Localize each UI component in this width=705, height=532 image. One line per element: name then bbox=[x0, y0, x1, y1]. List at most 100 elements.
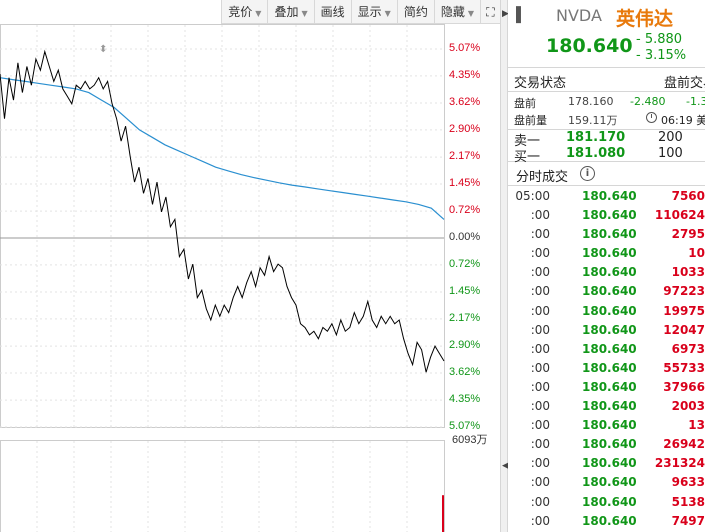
tick-row: :00 180.640 2795 bbox=[508, 227, 705, 246]
expand-left-icon[interactable]: ◀ bbox=[502, 460, 509, 470]
toolbar-button[interactable]: 简约 bbox=[396, 0, 434, 24]
pct-tick-label: 3.62% bbox=[449, 96, 481, 109]
tick-time: :00 bbox=[530, 246, 550, 261]
stock-code: NVDA bbox=[556, 6, 602, 25]
premarket-label: 盘前 bbox=[514, 97, 536, 110]
info-icon[interactable]: i bbox=[580, 166, 595, 181]
tick-volume: 7560 bbox=[671, 189, 705, 203]
tick-row: :00 180.640 7497 bbox=[508, 514, 705, 532]
average-price-line bbox=[0, 77, 445, 220]
pct-tick-label: 1.45% bbox=[449, 176, 481, 189]
tick-time: :00 bbox=[530, 475, 550, 490]
tick-row: :00 180.640 110624 bbox=[508, 208, 705, 227]
panel-divider[interactable]: ▶ ◀ bbox=[500, 0, 509, 532]
tick-volume: 55733 bbox=[663, 360, 705, 375]
tick-list[interactable]: 05:00 180.640 7560:00 180.640 110624:00 180.6… bbox=[508, 186, 705, 532]
ask-qty: 200 bbox=[658, 130, 683, 145]
toolbar-button-label: 叠加 bbox=[274, 5, 299, 19]
tick-price: 180.640 bbox=[582, 246, 637, 261]
tick-price: 180.640 bbox=[582, 475, 637, 490]
last-price: 180.640 bbox=[546, 35, 633, 57]
toolbar-button-label: 竞价 bbox=[228, 5, 253, 19]
toolbar-button[interactable]: 隐藏 ▼ bbox=[433, 0, 480, 24]
tick-time: :00 bbox=[530, 513, 550, 528]
tick-header: 分时成交 i bbox=[508, 162, 705, 186]
fullscreen-icon[interactable]: ⛶ bbox=[480, 0, 500, 24]
tick-time: :00 bbox=[530, 418, 550, 433]
tick-volume: 7497 bbox=[671, 513, 705, 528]
ask-price: 181.170 bbox=[566, 130, 626, 145]
pct-tick-label: 0.00% bbox=[449, 231, 481, 243]
pct-tick-label: 4.35% bbox=[449, 393, 481, 406]
tick-price: 180.640 bbox=[582, 379, 637, 394]
tick-time: :00 bbox=[530, 437, 550, 452]
tick-price: 180.640 bbox=[582, 360, 637, 375]
tick-volume: 231324 bbox=[654, 456, 705, 471]
bid-qty: 100 bbox=[658, 146, 683, 161]
toolbar-button[interactable]: 显示 ▼ bbox=[350, 0, 397, 24]
pct-tick-label: 2.17% bbox=[449, 150, 481, 163]
toolbar-button-label: 画线 bbox=[320, 5, 345, 19]
tick-price: 180.640 bbox=[582, 418, 637, 433]
tick-volume: 1033 bbox=[671, 265, 705, 280]
pct-tick-label: 2.90% bbox=[449, 339, 481, 352]
tick-time: :00 bbox=[530, 399, 550, 414]
tick-row: :00 180.640 1033 bbox=[508, 265, 705, 284]
stock-name: 英伟达 bbox=[616, 8, 674, 30]
bid-price: 181.080 bbox=[566, 146, 626, 161]
tick-volume: 2003 bbox=[671, 399, 705, 414]
pct-tick-label: 0.72% bbox=[449, 257, 481, 270]
tick-time: :00 bbox=[530, 284, 550, 299]
caret-down-icon: ▼ bbox=[301, 9, 308, 18]
tick-row: 05:00 180.640 7560 bbox=[508, 189, 705, 208]
tick-row: :00 180.640 2003 bbox=[508, 399, 705, 418]
premarket-change-pct: -1.37% bbox=[686, 95, 705, 108]
intraday-chart[interactable]: ⬍ bbox=[0, 0, 500, 532]
tick-price: 180.640 bbox=[582, 208, 637, 223]
tick-row: :00 180.640 13 bbox=[508, 418, 705, 437]
tick-price: 180.640 bbox=[582, 322, 637, 337]
pct-tick-label: 3.62% bbox=[449, 365, 481, 378]
tick-time: 05:00 bbox=[515, 189, 550, 203]
tick-row: :00 180.640 9633 bbox=[508, 475, 705, 494]
collapse-right-icon[interactable]: ▶ bbox=[502, 8, 509, 18]
toolbar-button-label: 显示 bbox=[357, 5, 382, 19]
volume-plot-frame bbox=[0, 440, 445, 532]
pct-tick-label: 4.35% bbox=[449, 68, 481, 81]
toolbar-button[interactable]: 竞价 ▼ bbox=[221, 0, 267, 24]
tick-row: :00 180.640 12047 bbox=[508, 323, 705, 342]
pct-tick-label: 0.72% bbox=[449, 204, 481, 217]
tick-row: :00 180.640 5138 bbox=[508, 495, 705, 514]
tick-volume: 110624 bbox=[654, 208, 705, 223]
pct-tick-label: 2.17% bbox=[449, 311, 481, 324]
tick-price: 180.640 bbox=[582, 437, 637, 452]
tick-price: 180.640 bbox=[582, 399, 637, 414]
tick-price: 180.640 bbox=[582, 303, 637, 318]
premarket-change: -2.480 bbox=[630, 95, 666, 108]
tick-row: :00 180.640 19975 bbox=[508, 304, 705, 323]
ask-label: 卖一 bbox=[514, 134, 541, 149]
intraday-chart-area[interactable]: ⬍ 竞价 ▼ 叠加 ▼ 画线 显示 ▼ 简约 隐藏 ▼ ⛶ 5.07% 4.35% 3.62% 2.90%… bbox=[0, 0, 500, 532]
toolbar-button-label: 隐藏 bbox=[440, 5, 465, 19]
pct-tick-label: 1.45% bbox=[449, 285, 481, 298]
toolbar-button[interactable]: 叠加 ▼ bbox=[267, 0, 313, 24]
volume-axis-label: 6093万 bbox=[452, 434, 488, 446]
premarket-price: 178.160 bbox=[568, 95, 614, 108]
tick-volume: 26942 bbox=[663, 437, 705, 452]
price-plot-frame bbox=[0, 24, 445, 428]
bid-label: 买一 bbox=[514, 150, 541, 165]
tick-time: :00 bbox=[530, 379, 550, 394]
tick-volume: 19975 bbox=[663, 303, 705, 318]
tick-time: :00 bbox=[530, 456, 550, 471]
tick-row: :00 180.640 97223 bbox=[508, 284, 705, 303]
tick-time: :00 bbox=[530, 360, 550, 375]
cursor-marker-icon: ⬍ bbox=[99, 44, 107, 55]
toolbar-button[interactable]: 画线 bbox=[313, 0, 351, 24]
tick-price: 180.640 bbox=[582, 265, 637, 280]
panel-toggle-icon[interactable]: ▌ bbox=[516, 6, 526, 22]
tick-price: 180.640 bbox=[582, 456, 637, 471]
volume-bar bbox=[442, 495, 444, 532]
tick-price: 180.640 bbox=[582, 284, 637, 299]
tick-row: :00 180.640 37966 bbox=[508, 380, 705, 399]
tick-volume: 97223 bbox=[663, 284, 705, 299]
